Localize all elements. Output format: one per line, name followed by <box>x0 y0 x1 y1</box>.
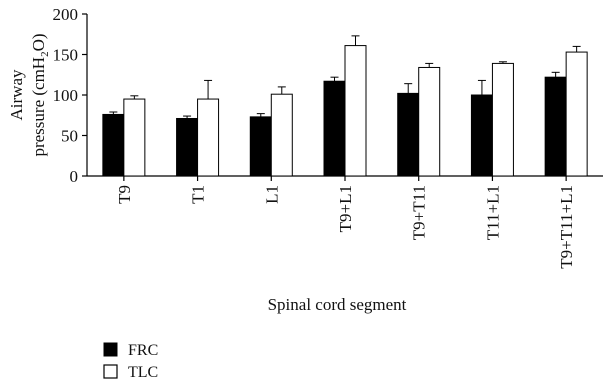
x-tick-label: T9+T11 <box>410 185 429 240</box>
y-axis-label-line2-suffix: O) <box>29 33 48 51</box>
y-tick-label: 200 <box>53 5 79 24</box>
y-tick-label: 50 <box>61 127 78 146</box>
y-tick-label: 100 <box>53 86 79 105</box>
bar-frc-6 <box>544 76 567 177</box>
x-tick-label: T9+T11+L1 <box>557 185 576 269</box>
bar-frc-5 <box>470 94 493 177</box>
x-tick-label: T9+L1 <box>336 185 355 232</box>
bar-frc-4 <box>397 92 420 177</box>
legend-label-frc: FRC <box>128 342 158 359</box>
y-axis: 0 50 100 150 200 <box>53 5 88 186</box>
x-axis: T9 T1 L1 T9+L1 T9+T11 T11+L1 T9+T11+L1 <box>87 175 603 269</box>
bar-tlc-4 <box>418 66 441 177</box>
legend: FRC TLC <box>103 342 158 381</box>
y-axis-label-line2-prefix: pressure (cmH <box>29 57 48 157</box>
x-tick-label: T1 <box>189 185 208 204</box>
bar-frc-3 <box>323 80 346 177</box>
bar-frc-1 <box>176 117 199 177</box>
bar-tlc-3 <box>344 45 367 177</box>
legend-label-tlc: TLC <box>128 364 158 381</box>
x-axis-label: Spinal cord segment <box>268 295 407 314</box>
bar-frc-0 <box>102 113 125 177</box>
bar-frc-2 <box>249 116 272 177</box>
x-tick-label: L1 <box>262 185 281 204</box>
x-tick-label: T9 <box>115 185 134 204</box>
bar-tlc-5 <box>491 62 514 177</box>
legend-swatch-frc <box>103 342 118 357</box>
bar-tlc-0 <box>123 98 146 177</box>
bar-tlc-2 <box>270 93 293 177</box>
y-axis-label-subscript: 2 <box>39 51 51 57</box>
bar-tlc-1 <box>197 98 220 177</box>
y-tick-label: 150 <box>53 46 79 65</box>
error-bars <box>109 35 581 119</box>
y-axis-label-line2: pressure (cmH2O) <box>29 33 51 156</box>
bar-tlc-6 <box>565 51 588 177</box>
x-tick-label: T11+L1 <box>483 185 502 240</box>
y-axis-label-line1: Airway <box>7 69 26 120</box>
bars <box>102 45 588 177</box>
y-tick-label: 0 <box>70 167 79 186</box>
legend-swatch-tlc <box>103 364 118 379</box>
